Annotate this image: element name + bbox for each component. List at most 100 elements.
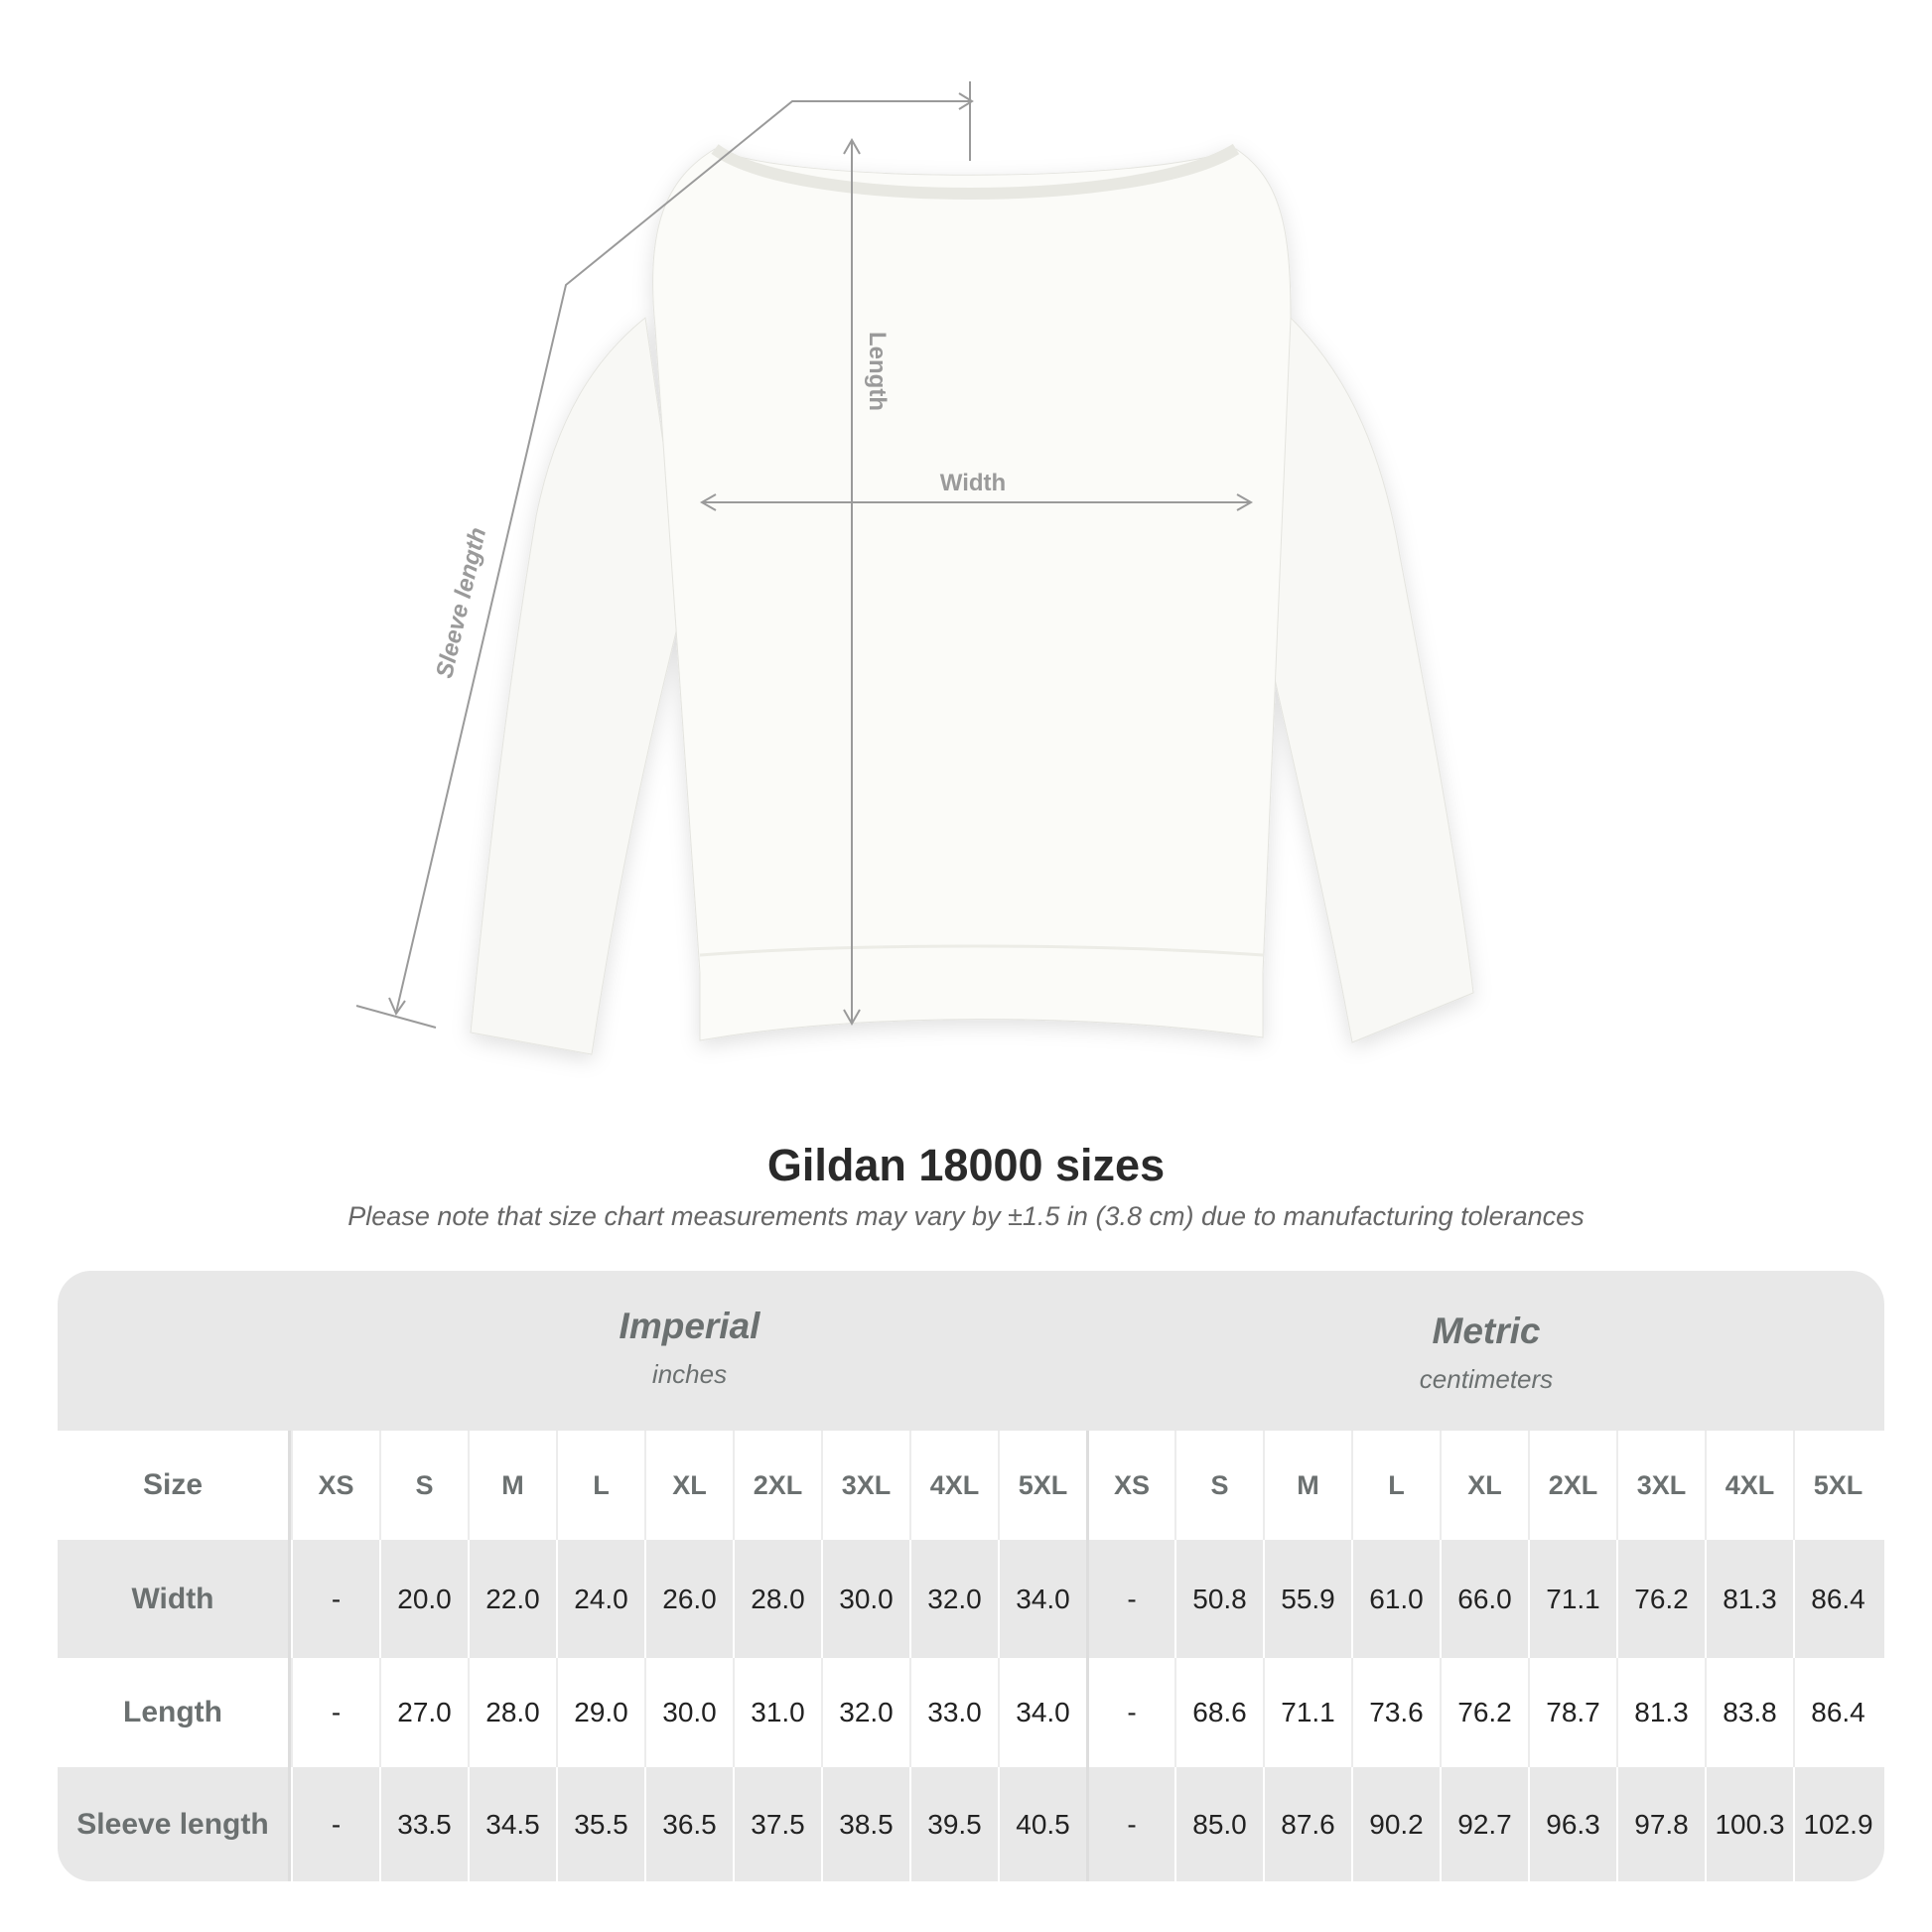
metric-value-cell: 73.6 (1351, 1658, 1440, 1767)
imperial-value-cell: 24.0 (556, 1540, 644, 1658)
imperial-size-header: XS (291, 1431, 379, 1540)
imperial-value-cell: 32.0 (909, 1540, 998, 1658)
imperial-value-cell: 38.5 (821, 1767, 909, 1881)
row-label: Size (58, 1431, 291, 1540)
sleeve-length-label: Sleeve length (431, 525, 491, 681)
metric-value-cell: 76.2 (1616, 1540, 1705, 1658)
imperial-value-cell: 37.5 (733, 1767, 821, 1881)
metric-value-cell: 66.0 (1440, 1540, 1528, 1658)
left-sleeve (470, 317, 686, 1055)
imperial-value-cell: - (291, 1540, 379, 1658)
imperial-value-cell: - (291, 1767, 379, 1881)
imperial-value-cell: 22.0 (468, 1540, 556, 1658)
imperial-size-header: XL (644, 1431, 733, 1540)
imperial-value-cell: 20.0 (379, 1540, 468, 1658)
size-table: Imperial inches Metric centimeters Size X… (58, 1271, 1884, 1881)
page-title: Gildan 18000 sizes (766, 1140, 1166, 1190)
metric-size-header: 2XL (1528, 1431, 1616, 1540)
metric-size-header: L (1351, 1431, 1440, 1540)
metric-title: Metric (1432, 1311, 1541, 1351)
imperial-size-header: 5XL (998, 1431, 1086, 1540)
imperial-value-cell: 28.0 (468, 1658, 556, 1767)
right-sleeve (1260, 316, 1474, 1043)
metric-size-header: S (1174, 1431, 1263, 1540)
imperial-value-cell: 27.0 (379, 1658, 468, 1767)
imperial-value-cell: 34.0 (998, 1540, 1086, 1658)
sweatshirt-illustration: Length Width Sleeve length (355, 81, 1474, 1055)
metric-value-cell: 86.4 (1793, 1658, 1881, 1767)
metric-value-cell: - (1086, 1658, 1174, 1767)
table-row: Length -27.0 28.0 29.0 30.0 31.0 32.0 33.0 34.0-… (58, 1658, 1884, 1767)
metric-value-cell: 87.6 (1263, 1767, 1351, 1881)
sweatshirt (470, 143, 1474, 1055)
imperial-value-cell: 35.5 (556, 1767, 644, 1881)
metric-value-cell: 100.3 (1705, 1767, 1793, 1881)
metric-value-cell: - (1086, 1767, 1174, 1881)
imperial-value-cell: 34.0 (998, 1658, 1086, 1767)
imperial-value-cell: 33.0 (909, 1658, 998, 1767)
imperial-value-cell: 32.0 (821, 1658, 909, 1767)
metric-group-header: Metric centimeters (1088, 1311, 1884, 1395)
metric-value-cell: 50.8 (1174, 1540, 1263, 1658)
metric-size-header: XL (1440, 1431, 1528, 1540)
width-label: Width (940, 470, 1006, 496)
imperial-size-header: M (468, 1431, 556, 1540)
body (652, 148, 1292, 1041)
metric-unit: centimeters (1419, 1364, 1554, 1394)
imperial-value-cell: 40.5 (998, 1767, 1086, 1881)
metric-value-cell: 92.7 (1440, 1767, 1528, 1881)
imperial-size-header: S (379, 1431, 468, 1540)
imperial-value-cell: 39.5 (909, 1767, 998, 1881)
metric-value-cell: - (1086, 1540, 1174, 1658)
collar (711, 143, 1240, 200)
metric-value-cell: 78.7 (1528, 1658, 1616, 1767)
imperial-value-cell: 33.5 (379, 1767, 468, 1881)
metric-value-cell: 61.0 (1351, 1540, 1440, 1658)
metric-value-cell: 71.1 (1528, 1540, 1616, 1658)
row-label: Width (58, 1540, 291, 1658)
metric-size-header: 4XL (1705, 1431, 1793, 1540)
imperial-size-header: 3XL (821, 1431, 909, 1540)
row-label: Sleeve length (58, 1767, 291, 1881)
table-header: Imperial inches Metric centimeters (58, 1271, 1884, 1431)
imperial-value-cell: 30.0 (644, 1658, 733, 1767)
metric-value-cell: 55.9 (1263, 1540, 1351, 1658)
imperial-value-cell: 34.5 (468, 1767, 556, 1881)
imperial-value-cell: 29.0 (556, 1658, 644, 1767)
imperial-value-cell: 26.0 (644, 1540, 733, 1658)
metric-value-cell: 71.1 (1263, 1658, 1351, 1767)
imperial-value-cell: 30.0 (821, 1540, 909, 1658)
table-row: Sleeve length -33.5 34.5 35.5 36.5 37.5 38.5 39… (58, 1767, 1884, 1881)
length-label: Length (864, 332, 891, 411)
sleeve-length-line (395, 100, 970, 1014)
metric-value-cell: 81.3 (1616, 1658, 1705, 1767)
imperial-size-header: 4XL (909, 1431, 998, 1540)
metric-size-header: XS (1086, 1431, 1174, 1540)
metric-size-header: 3XL (1616, 1431, 1705, 1540)
waistband (699, 944, 1264, 957)
metric-value-cell: 85.0 (1174, 1767, 1263, 1881)
imperial-value-cell: 31.0 (733, 1658, 821, 1767)
metric-value-cell: 102.9 (1793, 1767, 1881, 1881)
imperial-unit: inches (651, 1359, 728, 1389)
metric-value-cell: 83.8 (1705, 1658, 1793, 1767)
metric-value-cell: 81.3 (1705, 1540, 1793, 1658)
measurement-lines (355, 81, 1254, 1029)
metric-size-header: 5XL (1793, 1431, 1881, 1540)
metric-value-cell: 97.8 (1616, 1767, 1705, 1881)
imperial-value-cell: 28.0 (733, 1540, 821, 1658)
imperial-value-cell: - (291, 1658, 379, 1767)
size-header-row: Size XS S M L XL 2XL 3XL 4XL 5XL XS S M L XL 2XL 3XL 4XL 5… (58, 1431, 1884, 1540)
metric-value-cell: 96.3 (1528, 1767, 1616, 1881)
metric-value-cell: 76.2 (1440, 1658, 1528, 1767)
imperial-value-cell: 36.5 (644, 1767, 733, 1881)
table-row: Width -20.0 22.0 24.0 26.0 28.0 30.0 32.0 34.0-5… (58, 1540, 1884, 1658)
imperial-group-header: Imperial inches (291, 1306, 1088, 1390)
imperial-size-header: 2XL (733, 1431, 821, 1540)
row-label: Length (58, 1658, 291, 1767)
imperial-size-header: L (556, 1431, 644, 1540)
imperial-title: Imperial (619, 1306, 760, 1346)
metric-value-cell: 68.6 (1174, 1658, 1263, 1767)
metric-value-cell: 86.4 (1793, 1540, 1881, 1658)
metric-value-cell: 90.2 (1351, 1767, 1440, 1881)
